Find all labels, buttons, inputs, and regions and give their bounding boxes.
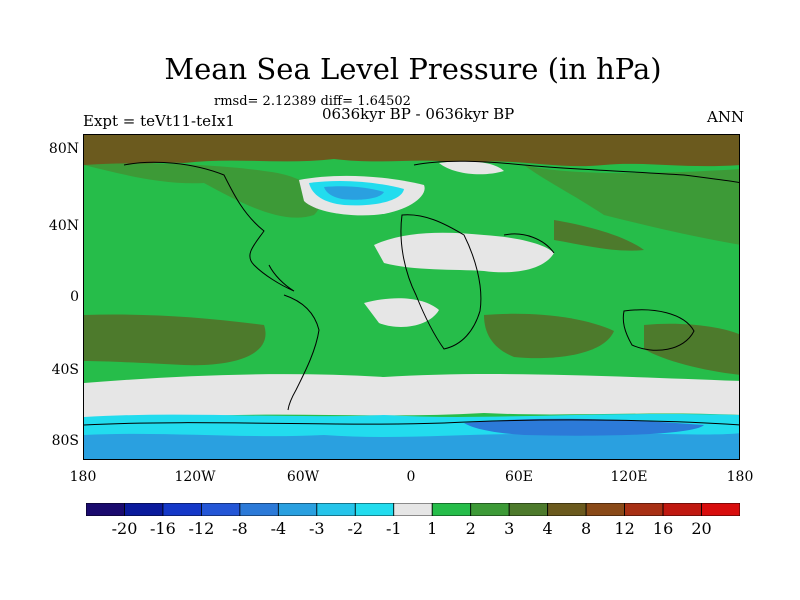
lat-tick-40n: 40N	[48, 218, 79, 234]
colorbar-box	[277, 503, 318, 516]
southern-ocean-grey	[84, 374, 739, 418]
lon-tick-180e: 180	[726, 469, 754, 485]
period-label: 0636kyr BP - 0636kyr BP	[322, 105, 515, 123]
colorbar-label: -16	[150, 519, 176, 538]
colorbar-box	[508, 503, 549, 516]
lon-tick-120e: 120E	[610, 469, 648, 485]
coastlines	[84, 160, 739, 426]
africa-outline	[400, 214, 482, 350]
lat-tick-80s: 80S	[51, 433, 79, 449]
colorbar-box	[393, 503, 433, 516]
antarctic-core	[464, 418, 704, 436]
colorbar-label: 2	[465, 519, 476, 538]
east-asia-region	[554, 220, 644, 251]
map-canvas	[84, 135, 739, 459]
lon-tick-60e: 60E	[504, 469, 534, 485]
lon-tick-60w: 60W	[286, 469, 320, 485]
pressure-difference-map	[83, 134, 740, 460]
lon-tick-120w: 120W	[174, 469, 216, 485]
arabia-outline	[503, 233, 555, 254]
lat-tick-80n: 80N	[48, 141, 79, 157]
colorbar-box	[239, 503, 279, 516]
colorbar-box	[354, 503, 395, 516]
experiment-label: Expt = teVt11-teIx1	[83, 112, 235, 130]
antarctic-low	[84, 433, 739, 459]
scandinavia-grey	[439, 161, 504, 175]
lon-tick-180w: 180	[69, 469, 97, 485]
south-america-outline	[283, 294, 320, 411]
colorbar-label: 12	[614, 519, 635, 538]
lat-tick-40s: 40S	[51, 362, 79, 378]
colorbar-label: -4	[270, 519, 287, 538]
north-atlantic-core	[324, 186, 384, 200]
colorbar	[86, 503, 740, 516]
colorbar-label: -8	[232, 519, 248, 538]
season-label: ANN	[707, 108, 745, 126]
north-pacific-region	[84, 163, 321, 218]
colorbar-label: 1	[427, 519, 438, 538]
north-america-outline	[123, 161, 295, 292]
colorbar-box	[470, 503, 510, 516]
south-pacific-east-region	[644, 323, 739, 375]
colorbar-box	[585, 503, 625, 516]
colorbar-label: -2	[347, 519, 364, 538]
rmsd-diff-text: rmsd= 2.12389 diff= 1.64502	[214, 94, 411, 109]
colorbar-label: 20	[691, 519, 712, 538]
colorbar-box	[624, 503, 664, 516]
lat-tick-0: 0	[70, 289, 79, 305]
colorbar-label: 4	[542, 519, 553, 538]
colorbar-label: 3	[504, 519, 515, 538]
south-pacific-region	[84, 314, 266, 366]
colorbar-label: -12	[188, 519, 215, 538]
colorbar-box	[431, 503, 472, 516]
eurasia-outline	[413, 160, 739, 184]
sahara-grey	[374, 232, 554, 273]
page-title: Mean Sea Level Pressure (in hPa)	[164, 52, 662, 86]
lon-tick-0: 0	[406, 469, 416, 485]
colorbar-label: -1	[386, 519, 402, 538]
colorbar-box	[701, 503, 740, 516]
australia-outline	[622, 309, 695, 351]
colorbar-label: -20	[111, 519, 138, 538]
colorbar-label: -3	[309, 519, 325, 538]
arctic-high-region	[84, 135, 739, 167]
south-indian-region	[484, 313, 614, 359]
colorbar-box	[547, 503, 587, 516]
colorbar-box	[86, 503, 125, 516]
colorbar-box	[662, 503, 702, 516]
colorbar-box	[316, 503, 356, 516]
colorbar-label: 8	[581, 519, 592, 538]
colorbar-box	[124, 503, 164, 516]
colorbar-box	[201, 503, 241, 516]
colorbar-box	[162, 503, 202, 516]
antarctica-outline	[84, 419, 739, 426]
asia-region	[524, 165, 739, 245]
colorbar-label: 16	[652, 519, 674, 538]
